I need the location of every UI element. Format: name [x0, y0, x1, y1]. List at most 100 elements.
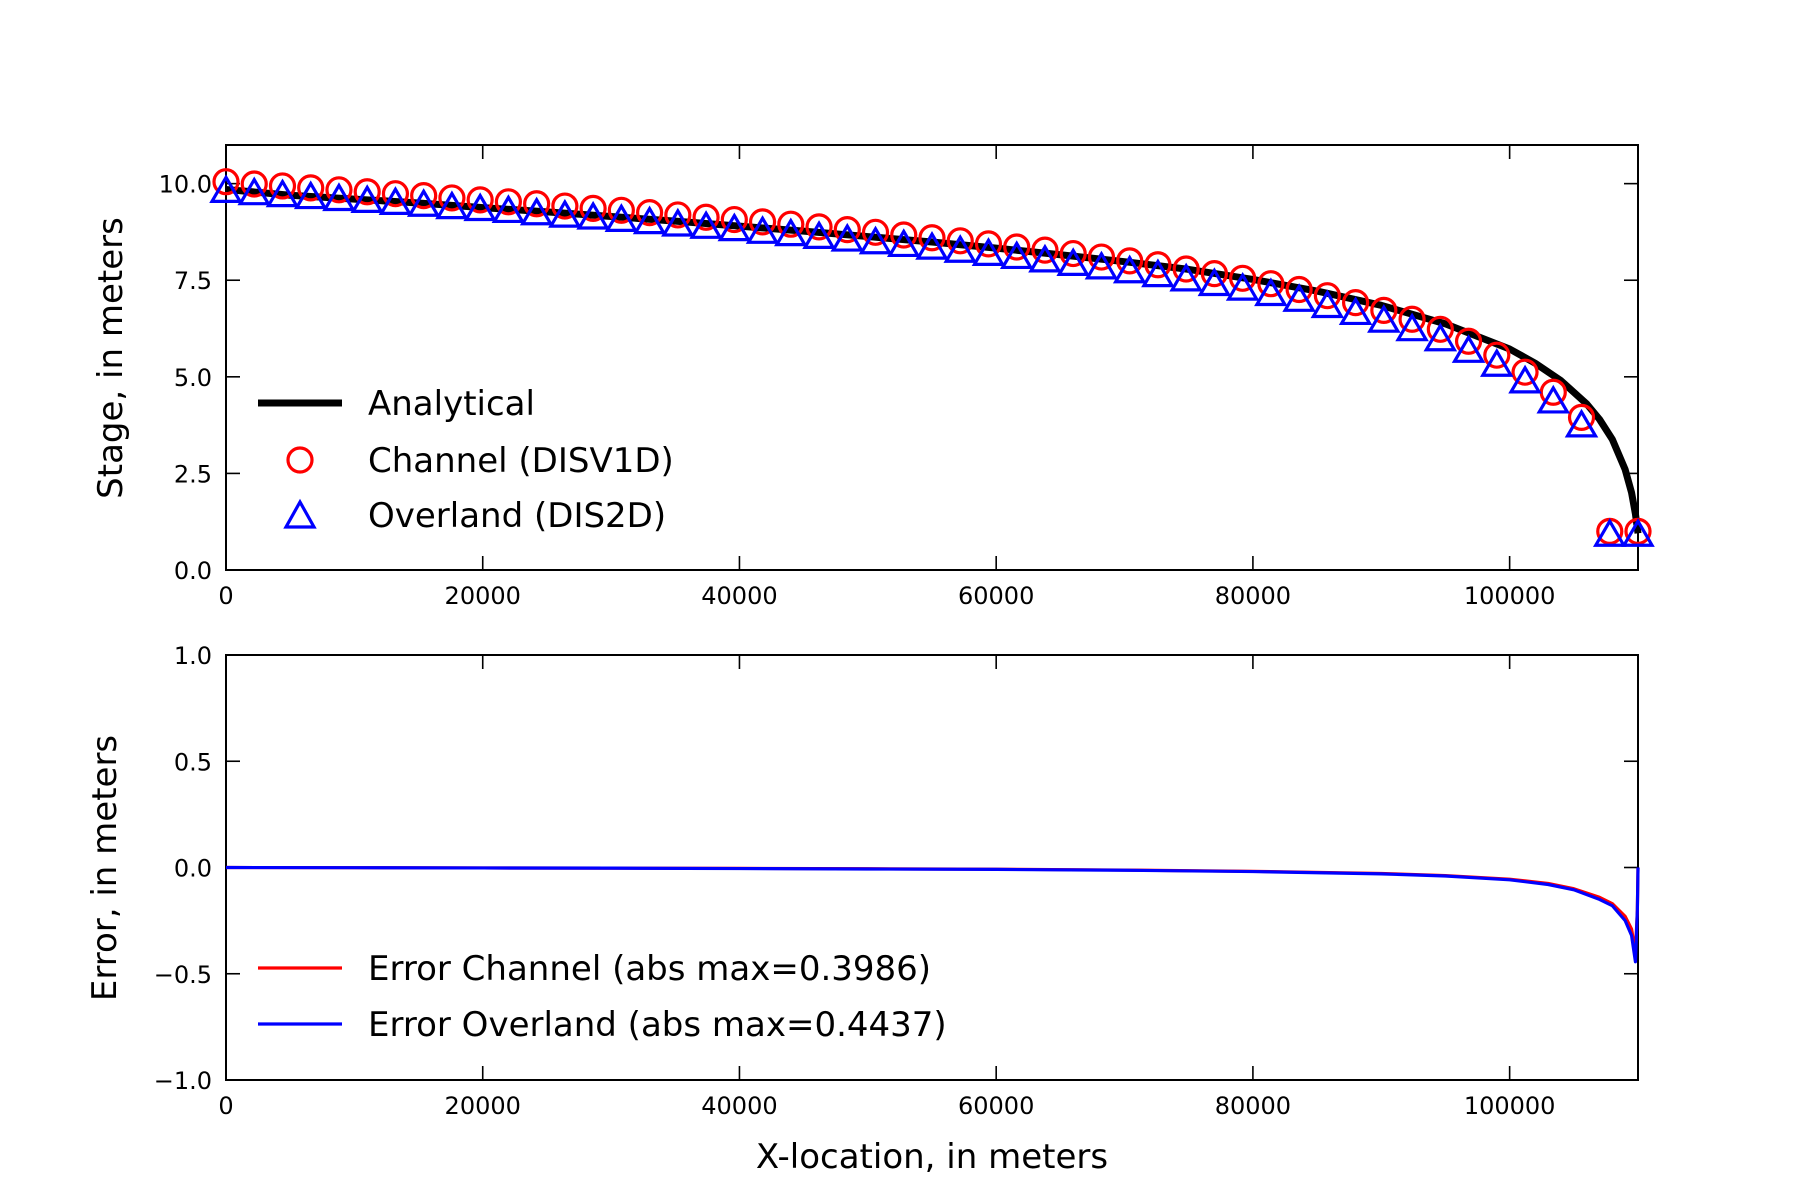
- overland-marker: [1592, 518, 1627, 547]
- overland-marker: [745, 215, 780, 244]
- channel-marker: [1426, 315, 1454, 343]
- channel-marker: [1398, 305, 1426, 333]
- channel-marker: [438, 184, 466, 212]
- legend-error-channel-label: Error Channel (abs max=0.3986): [368, 949, 931, 989]
- channel-marker: [381, 180, 410, 208]
- channel-marker: [1567, 403, 1596, 431]
- stage-y-axis-label: Stage, in meters: [91, 217, 131, 499]
- channel-marker: [1059, 239, 1087, 268]
- error-x-tick-label: 0: [218, 1092, 233, 1120]
- overland-marker: [1112, 254, 1147, 284]
- channel-marker: [1257, 270, 1285, 298]
- channel-marker: [410, 182, 438, 210]
- overland-marker: [717, 212, 752, 242]
- channel-marker: [833, 216, 861, 244]
- x-axis-label: X-location, in meters: [756, 1137, 1108, 1177]
- channel-marker: [664, 201, 692, 229]
- series-error-overland-abs-max-0-4437-line: [225, 865, 1640, 964]
- overland-marker: [999, 240, 1034, 270]
- stage-y-tick-label: 10.0: [159, 171, 212, 199]
- overland-marker: [519, 196, 554, 226]
- overland-marker: [1564, 408, 1599, 438]
- channel-marker: [268, 172, 297, 200]
- channel-marker: [1539, 378, 1567, 406]
- channel-marker: [692, 203, 720, 231]
- error-y-tick-label: −1.0: [154, 1067, 212, 1095]
- error-ticks: 0 20000 40000 60000 80000 100000 −1.0 −0.5 0.0 0.…: [154, 642, 1638, 1120]
- stage-y-tick-label: 5.0: [174, 364, 212, 392]
- stage-series: [209, 168, 1655, 547]
- channel-marker: [523, 190, 551, 218]
- stage-y-tick-label: 0.0: [174, 557, 212, 585]
- overland-marker: [632, 205, 667, 235]
- overland-marker: [886, 228, 921, 258]
- overland-marker: [943, 234, 978, 263]
- channel-marker: [579, 194, 607, 222]
- overland-marker: [661, 207, 695, 237]
- stage-x-tick-label: 80000: [1215, 582, 1291, 610]
- legend-overland-swatch: [283, 498, 317, 529]
- channel-marker: [974, 230, 1003, 258]
- overland-marker: [971, 237, 1006, 266]
- stage-legend: Analytical Channel (DISV1D) Overland (DI…: [258, 384, 674, 536]
- channel-marker: [1144, 251, 1172, 279]
- overland-marker: [1141, 258, 1175, 288]
- error-x-tick-label: 60000: [958, 1092, 1034, 1120]
- overland-marker: [463, 192, 497, 222]
- channel-marker: [748, 208, 777, 236]
- overland-marker: [491, 194, 526, 224]
- channel-marker: [1172, 255, 1200, 283]
- overland-marker: [209, 174, 243, 203]
- overland-marker: [858, 225, 893, 255]
- channel-marker: [1285, 275, 1313, 304]
- overland-marker: [435, 190, 469, 220]
- overland-marker: [293, 180, 328, 210]
- channel-marker: [297, 174, 325, 202]
- channel-marker: [494, 188, 522, 216]
- stage-x-tick-label: 40000: [701, 582, 777, 610]
- overland-marker: [406, 188, 441, 217]
- error-y-tick-label: 0.5: [174, 748, 212, 776]
- overland-marker: [322, 182, 356, 212]
- stage-x-tick-label: 100000: [1464, 582, 1556, 610]
- overland-marker: [1451, 334, 1486, 363]
- error-legend: Error Channel (abs max=0.3986) Error Ove…: [258, 949, 947, 1045]
- error-y-tick-label: 1.0: [174, 642, 212, 670]
- channel-marker: [1454, 327, 1483, 355]
- overland-marker: [350, 184, 384, 214]
- channel-marker: [635, 199, 664, 227]
- overland-marker: [576, 200, 610, 230]
- error-x-tick-label: 20000: [445, 1092, 521, 1120]
- channel-marker: [1370, 296, 1398, 324]
- overland-marker: [1367, 304, 1401, 333]
- channel-marker: [1341, 289, 1370, 317]
- channel-marker: [777, 210, 805, 238]
- error-panel: 0 20000 40000 60000 80000 100000 −1.0 −0.5 0.0 0.…: [85, 642, 1640, 1177]
- overland-marker: [1254, 277, 1288, 307]
- overland-marker: [802, 220, 836, 249]
- legend-analytical-label: Analytical: [368, 384, 535, 424]
- error-y-tick-label: −0.5: [154, 961, 212, 989]
- legend-channel-swatch: [286, 446, 314, 474]
- overland-marker: [774, 217, 808, 247]
- channel-marker: [890, 221, 918, 249]
- overland-marker: [1084, 250, 1119, 280]
- stage-x-tick-label: 0: [218, 582, 233, 610]
- channel-marker: [607, 196, 635, 224]
- channel-marker: [353, 178, 381, 206]
- channel-marker: [1483, 341, 1511, 369]
- overland-marker: [1395, 312, 1429, 342]
- series-error-channel-abs-max-0-3986-line: [225, 865, 1640, 954]
- channel-marker: [466, 186, 494, 214]
- channel-marker: [1313, 282, 1341, 310]
- overland-marker: [1028, 243, 1062, 273]
- channel-marker: [325, 176, 353, 204]
- overland-marker: [1056, 247, 1090, 276]
- overland-marker: [265, 178, 300, 208]
- channel-marker: [1200, 260, 1229, 288]
- legend-channel-label: Channel (DISV1D): [368, 441, 674, 481]
- overland-marker: [1310, 289, 1345, 319]
- series-analytical-line: [225, 185, 1642, 534]
- overland-marker: [1508, 364, 1542, 394]
- channel-marker: [918, 224, 946, 252]
